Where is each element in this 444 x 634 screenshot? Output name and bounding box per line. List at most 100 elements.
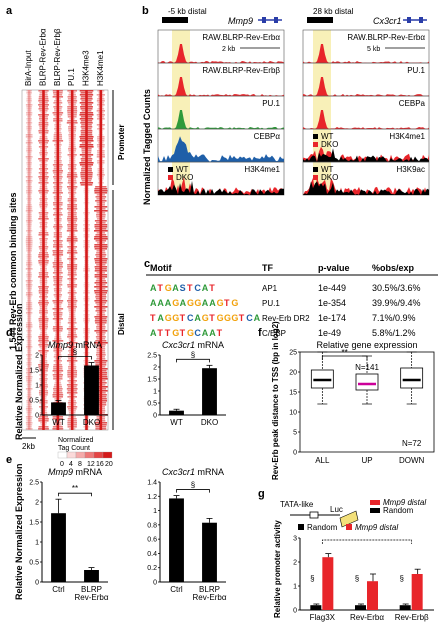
- heatmap-cell: [26, 260, 32, 262]
- heatmap-cell: [53, 102, 63, 104]
- heatmap-column-header: H3K4me1: [96, 50, 105, 86]
- heatmap-cell: [83, 282, 90, 284]
- heatmap-cell: [96, 198, 106, 200]
- heatmap-cell: [96, 384, 106, 386]
- heatmap-cell: [39, 390, 48, 392]
- motif-letter: T: [150, 313, 156, 323]
- heatmap-cell: [40, 144, 47, 146]
- y-tick-label: 25: [289, 350, 297, 357]
- dko-legend-swatch: [313, 175, 318, 180]
- heatmap-cell: [67, 208, 78, 210]
- heatmap-cell: [68, 282, 76, 284]
- heatmap-cell: [39, 406, 48, 408]
- dko-legend-swatch: [313, 142, 318, 147]
- heatmap-cell: [26, 404, 32, 406]
- heatmap-cell: [96, 334, 105, 336]
- motif-letter: G: [165, 313, 172, 323]
- heatmap-cell: [67, 322, 77, 324]
- heatmap-cell: [66, 176, 78, 178]
- heatmap-cell: [84, 208, 89, 210]
- heatmap-cell: [26, 332, 32, 334]
- heatmap-cell: [96, 366, 106, 368]
- heatmap-cell: [96, 194, 105, 196]
- motif-letter: A: [157, 298, 164, 308]
- heatmap-cell: [81, 156, 92, 158]
- heatmap-cell: [68, 416, 76, 418]
- heatmap-cell: [39, 354, 48, 356]
- heatmap-cell: [94, 320, 107, 322]
- heatmap-cell: [80, 158, 93, 160]
- heatmap-cell: [26, 300, 32, 302]
- heatmap-cell: [67, 258, 78, 260]
- heatmap-cell: [26, 256, 32, 258]
- heatmap-cell: [40, 220, 47, 222]
- bar: [310, 605, 322, 610]
- heatmap-cell: [26, 418, 33, 420]
- heatmap-cell: [68, 94, 76, 96]
- gene-exon: [274, 17, 278, 23]
- heatmap-cell: [94, 236, 108, 238]
- heatmap-cell: [39, 304, 48, 306]
- heatmap-cell: [69, 194, 76, 196]
- heatmap-cell: [66, 392, 78, 394]
- significance-mark: §: [191, 481, 195, 490]
- heatmap-cell: [53, 190, 62, 192]
- heatmap-cell: [93, 386, 108, 388]
- heatmap-cell: [81, 142, 92, 144]
- heatmap-cell: [26, 348, 32, 350]
- heatmap-cell: [26, 398, 32, 400]
- heatmap-cell: [84, 324, 89, 326]
- heatmap-cell: [84, 302, 89, 304]
- heatmap-cell: [54, 174, 62, 176]
- heatmap-cell: [38, 158, 49, 160]
- motif-letter: A: [157, 313, 164, 323]
- motif-letter: T: [209, 283, 215, 293]
- heatmap-cell: [96, 284, 106, 286]
- heatmap-cell: [26, 232, 32, 234]
- heatmap-cell: [68, 178, 77, 180]
- heatmap-cell: [40, 210, 47, 212]
- heatmap-cell: [67, 182, 77, 184]
- heatmap-cell: [94, 248, 108, 250]
- heatmap-cell: [53, 376, 63, 378]
- heatmap-cell: [26, 290, 32, 292]
- heatmap-cell: [25, 284, 33, 286]
- heatmap-cell: [26, 114, 33, 116]
- motif-letter: C: [187, 313, 194, 323]
- heatmap-cell: [26, 322, 32, 324]
- heatmap-cell: [40, 388, 47, 390]
- heatmap-cell: [25, 104, 33, 106]
- motif-pvalue: 1e-174: [318, 313, 346, 323]
- heatmap-cell: [40, 236, 47, 238]
- y-tick-label: 0: [293, 450, 297, 457]
- heatmap-cell: [26, 306, 33, 308]
- heatmap-cell: [83, 332, 90, 334]
- heatmap-cell: [38, 190, 49, 192]
- motif-letter: G: [172, 298, 179, 308]
- heatmap-cell: [68, 404, 76, 406]
- significance-mark: **: [72, 484, 78, 493]
- heatmap-cell: [94, 260, 107, 262]
- legend-swatch: [102, 451, 113, 459]
- heatmap-cell: [94, 206, 108, 208]
- significance-mark: §: [399, 574, 403, 583]
- heatmap-cell: [26, 116, 32, 118]
- heatmap-cell: [26, 402, 32, 404]
- heatmap-cell: [84, 272, 89, 274]
- heatmap-cell: [84, 222, 89, 224]
- heatmap-cell: [96, 358, 106, 360]
- heatmap-cell: [94, 282, 108, 284]
- heatmap-cell: [68, 338, 76, 340]
- heatmap-cell: [40, 184, 47, 186]
- heatmap-cell: [68, 160, 76, 162]
- heatmap-cell: [83, 328, 90, 330]
- heatmap-cell: [38, 100, 49, 102]
- motif-letter: G: [202, 313, 209, 323]
- heatmap-cell: [53, 326, 63, 328]
- heatmap-cell: [97, 98, 105, 100]
- heatmap-cell: [94, 394, 107, 396]
- heatmap-cell: [67, 292, 77, 294]
- heatmap-cell: [67, 418, 77, 420]
- heatmap-cell: [53, 316, 62, 318]
- heatmap-cell: [54, 304, 62, 306]
